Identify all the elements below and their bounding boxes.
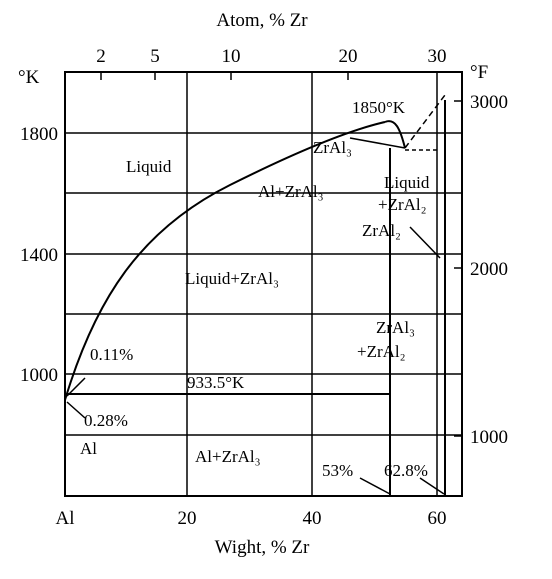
grid xyxy=(65,72,462,496)
left-tick: 1800 xyxy=(20,124,58,145)
left-unit: °K xyxy=(18,67,40,88)
label: +ZrAl₂ xyxy=(378,195,427,214)
label: 0.28% xyxy=(84,411,128,430)
label: +ZrAl₂ xyxy=(357,342,406,361)
top-tick: 5 xyxy=(150,46,160,67)
right-unit: °F xyxy=(470,62,488,83)
bottom-tick: 20 xyxy=(178,508,197,529)
region-labels: 1850°K ZrAl₃ Liquid Al+ZrAl₃ Liquid +ZrA… xyxy=(80,98,430,480)
bottom-tick: 60 xyxy=(428,508,447,529)
top-tick: 2 xyxy=(96,46,106,67)
right-tick: 3000 xyxy=(470,92,508,113)
top-tick: 10 xyxy=(222,46,241,67)
right-tick: 2000 xyxy=(470,259,508,280)
label: Liquid+ZrAl₃ xyxy=(185,269,279,288)
right-tick: 1000 xyxy=(470,427,508,448)
label: Liquid xyxy=(384,173,430,192)
plot-frame xyxy=(64,71,463,497)
label: 933.5°K xyxy=(187,373,245,392)
label: 53% xyxy=(322,461,353,480)
bottom-tick: Al xyxy=(56,508,75,529)
label: 1850°K xyxy=(352,98,406,117)
label: Al xyxy=(80,439,97,458)
label: 0.11% xyxy=(90,345,133,364)
label: 62.8% xyxy=(384,461,428,480)
top-axis-title: Atom, % Zr xyxy=(216,10,308,31)
label: Al+ZrAl₃ xyxy=(195,447,261,466)
label: Liquid xyxy=(126,157,172,176)
bottom-axis-title: Wight, % Zr xyxy=(215,537,310,558)
bottom-tick: 40 xyxy=(303,508,322,529)
top-tick: 20 xyxy=(339,46,358,67)
label: ZrAl₂ xyxy=(362,221,401,240)
left-tick: 1400 xyxy=(20,245,58,266)
label: Al+ZrAl₃ xyxy=(258,182,324,201)
phase-lines xyxy=(64,94,446,496)
left-tick: 1000 xyxy=(20,365,58,386)
label: ZrAl₃ xyxy=(376,318,415,337)
top-tick: 30 xyxy=(428,46,447,67)
tick-marks xyxy=(100,72,462,437)
label: ZrAl₃ xyxy=(313,138,352,157)
